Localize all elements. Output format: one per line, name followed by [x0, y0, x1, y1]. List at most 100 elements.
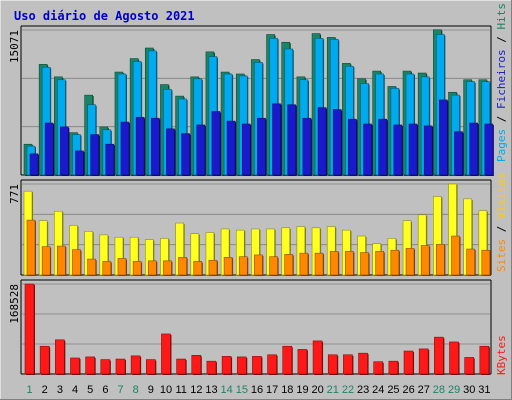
bar-sites-22 — [345, 251, 354, 276]
legend-entry: Sites — [495, 239, 508, 272]
bar-sites-8 — [132, 261, 142, 276]
bar-pages-16 — [257, 117, 266, 176]
x-tick-label: 10 — [160, 384, 172, 396]
bar-pages-18 — [287, 104, 297, 176]
bar-pages-9 — [150, 117, 160, 176]
bar-sites-29 — [451, 235, 460, 276]
bar-sites-2 — [41, 246, 51, 276]
bar-kbytes-9 — [145, 359, 156, 375]
bar-sites-7 — [117, 258, 127, 276]
bar-sites-23 — [360, 252, 369, 276]
bar-kbytes-8 — [130, 355, 141, 375]
bar-pages-13 — [211, 111, 221, 176]
bar-kbytes-20 — [312, 340, 323, 375]
bar-kbytes-31 — [479, 345, 490, 375]
bar-sites-18 — [284, 254, 294, 276]
bar-sites-19 — [299, 252, 309, 276]
legend-entry: KBytes — [495, 335, 508, 375]
bar-kbytes-4 — [70, 357, 80, 375]
bar-kbytes-27 — [418, 348, 429, 375]
bar-sites-3 — [57, 245, 66, 276]
bar-pages-15 — [241, 123, 251, 176]
bar-sites-16 — [254, 254, 263, 276]
bar-kbytes-26 — [403, 350, 414, 375]
bar-sites-26 — [405, 248, 415, 276]
bar-kbytes-10 — [161, 333, 171, 375]
x-tick-label: 25 — [387, 384, 399, 396]
bar-pages-7 — [120, 121, 130, 176]
bar-pages-24 — [378, 118, 388, 176]
bar-kbytes-18 — [282, 345, 293, 375]
bar-kbytes-28 — [434, 336, 444, 375]
side-legend: Pages / Ficheiros / Hits — [495, 3, 508, 162]
bar-kbytes-24 — [373, 361, 384, 375]
bar-pages-3 — [60, 126, 69, 176]
bar-pages-12 — [196, 124, 206, 176]
x-tick-label: 5 — [87, 384, 93, 396]
bar-pages-5 — [90, 134, 99, 176]
legend-entry: Ficheiros — [495, 49, 508, 109]
bar-sites-6 — [102, 261, 112, 276]
panel-visits-sites: 771 — [8, 179, 492, 276]
bar-kbytes-2 — [39, 345, 50, 375]
x-tick-label: 12 — [190, 384, 202, 396]
bar-pages-6 — [105, 143, 115, 176]
bar-kbytes-19 — [297, 349, 308, 375]
legend-entry: Pages — [495, 129, 508, 162]
legend-entry: Visitas — [495, 173, 508, 219]
bar-sites-12 — [193, 261, 203, 276]
bar-kbytes-17 — [267, 354, 277, 375]
bar-sites-17 — [269, 256, 278, 276]
chart-title: Uso diário de Agosto 2021 — [14, 9, 195, 23]
bar-kbytes-7 — [115, 358, 126, 375]
bar-sites-9 — [147, 260, 157, 276]
x-tick-label: 6 — [102, 384, 108, 396]
x-tick-label: 18 — [281, 384, 293, 396]
x-tick-label: 15 — [236, 384, 248, 396]
x-tick-label: 26 — [402, 384, 414, 396]
x-tick-label: 28 — [433, 384, 445, 396]
bar-kbytes-6 — [100, 359, 111, 375]
x-tick-label: 23 — [357, 384, 369, 396]
bar-sites-20 — [314, 252, 324, 276]
bar-sites-10 — [163, 260, 172, 276]
x-tick-label: 20 — [312, 384, 324, 396]
bar-pages-17 — [272, 103, 281, 176]
bar-sites-28 — [436, 244, 445, 276]
bar-sites-31 — [481, 249, 491, 276]
bar-pages-2 — [44, 122, 54, 176]
x-tick-label: 31 — [478, 384, 490, 396]
panel-hits-files-pages: 15071 — [8, 25, 494, 177]
bar-pages-26 — [408, 123, 418, 176]
bar-pages-31 — [484, 123, 494, 176]
bar-pages-29 — [454, 131, 463, 176]
bar-sites-4 — [72, 249, 81, 276]
x-tick-label: 9 — [148, 384, 154, 396]
bar-pages-21 — [332, 109, 342, 176]
bar-kbytes-22 — [343, 354, 353, 375]
x-tick-label: 22 — [342, 384, 354, 396]
x-tick-label: 8 — [133, 384, 139, 396]
ymax-label: 168528 — [8, 284, 21, 324]
bar-sites-15 — [238, 256, 248, 276]
bar-pages-8 — [135, 116, 145, 176]
ymax-label: 15071 — [8, 30, 21, 63]
bar-pages-28 — [439, 99, 448, 176]
bar-sites-21 — [329, 251, 339, 276]
bar-pages-23 — [363, 123, 372, 176]
bar-pages-22 — [348, 118, 357, 176]
x-tick-label: 29 — [448, 384, 460, 396]
bar-pages-25 — [393, 124, 403, 176]
x-tick-label: 1 — [27, 384, 33, 396]
legend-entry: / — [495, 219, 508, 239]
bar-sites-1 — [26, 219, 36, 276]
x-tick-label: 2 — [42, 384, 48, 396]
bar-sites-14 — [223, 256, 233, 276]
bar-kbytes-3 — [55, 339, 65, 375]
bar-kbytes-5 — [85, 356, 95, 375]
legend-entry: / — [495, 109, 508, 129]
bar-kbytes-14 — [221, 356, 232, 375]
x-tick-label: 17 — [266, 384, 278, 396]
